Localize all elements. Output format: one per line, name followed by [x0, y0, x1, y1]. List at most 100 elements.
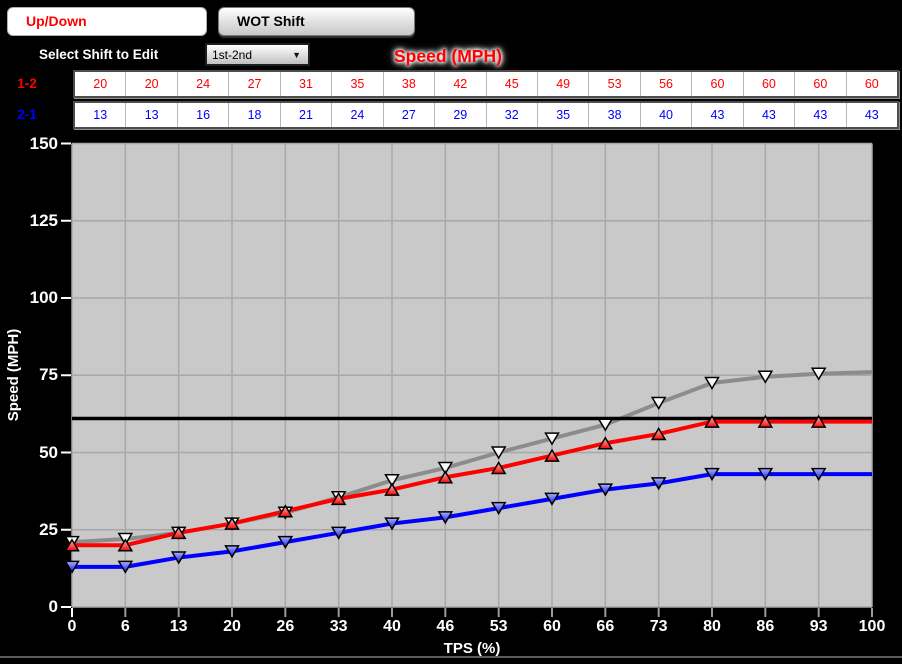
series-line-1-2 — [72, 419, 872, 548]
y-tick-label: 50 — [39, 442, 58, 462]
marker-triangle-down-2-1[interactable] — [810, 467, 827, 482]
marker-triangle-down-wot-trace[interactable] — [757, 370, 774, 384]
marker-triangle-down-wot-trace[interactable] — [490, 446, 507, 460]
marker-triangle-up-1-2[interactable] — [704, 414, 720, 428]
select-shift-label: Select Shift to Edit — [39, 47, 159, 62]
marker-triangle-up-1-2[interactable] — [277, 504, 294, 518]
table-cell[interactable]: 60 — [744, 72, 796, 96]
marker-triangle-up-1-2[interactable] — [330, 491, 347, 506]
table-cell[interactable]: 43 — [692, 103, 744, 127]
shift-table-row-1-2: 20 20 24 27 31 35 38 42 45 49 53 56 60 60 60 60 — [73, 70, 899, 98]
marker-triangle-down-wot-trace[interactable] — [384, 474, 400, 488]
table-cell[interactable]: 18 — [229, 103, 281, 127]
marker-triangle-down-2-1[interactable] — [64, 560, 80, 574]
marker-triangle-up-1-2[interactable] — [490, 460, 507, 475]
table-cell[interactable]: 29 — [435, 103, 487, 127]
marker-triangle-up-1-2[interactable] — [544, 448, 560, 462]
x-tick-label: 6 — [120, 618, 130, 635]
tab-updown[interactable]: Up/Down — [7, 7, 207, 36]
marker-triangle-down-wot-trace[interactable] — [597, 418, 614, 432]
marker-triangle-down-2-1[interactable] — [384, 517, 400, 531]
marker-triangle-up-1-2[interactable] — [597, 436, 614, 450]
marker-triangle-down-wot-trace[interactable] — [704, 376, 720, 390]
marker-triangle-down-2-1[interactable] — [117, 560, 134, 574]
table-cell[interactable]: 24 — [178, 72, 230, 96]
marker-triangle-down-2-1[interactable] — [757, 467, 774, 482]
table-cell[interactable]: 35 — [332, 72, 384, 96]
marker-triangle-up-1-2[interactable] — [224, 516, 240, 530]
chevron-down-icon: ▼ — [292, 49, 301, 60]
table-cell[interactable]: 20 — [75, 72, 127, 96]
x-tick-label: 93 — [809, 618, 828, 635]
series-line-2-1 — [72, 472, 872, 569]
table-cell[interactable]: 16 — [178, 103, 230, 127]
table-cell[interactable]: 13 — [126, 103, 178, 127]
marker-triangle-up-1-2[interactable] — [757, 414, 774, 428]
marker-triangle-down-2-1[interactable] — [170, 551, 187, 565]
y-tick-label: 0 — [48, 597, 58, 616]
x-tick-label: 46 — [436, 618, 455, 635]
table-cell[interactable]: 49 — [538, 72, 590, 96]
table-cell[interactable]: 42 — [435, 72, 487, 96]
shift-select-dropdown[interactable]: 1st-2nd ▼ — [205, 43, 310, 66]
marker-triangle-down-2-1[interactable] — [224, 545, 240, 559]
x-tick-label: 73 — [649, 618, 668, 635]
marker-triangle-up-1-2[interactable] — [810, 414, 827, 428]
marker-triangle-up-1-2[interactable] — [437, 470, 454, 484]
tab-wot-shift[interactable]: WOT Shift — [218, 7, 415, 36]
x-tick-label: 33 — [329, 618, 348, 635]
marker-triangle-down-2-1[interactable] — [650, 477, 667, 491]
table-cell[interactable]: 38 — [384, 72, 436, 96]
table-cell[interactable]: 20 — [126, 72, 178, 96]
y-tick-label: 25 — [39, 519, 58, 539]
marker-triangle-up-1-2[interactable] — [384, 482, 400, 496]
table-cell[interactable]: 43 — [864, 108, 879, 122]
x-tick-label: 86 — [756, 618, 775, 635]
marker-triangle-down-2-1[interactable] — [330, 526, 347, 540]
table-cell[interactable]: 32 — [487, 103, 538, 127]
shift-table-row-2-1: 13 13 16 18 21 24 27 29 32 35 38 40 43 43 43 43 — [73, 101, 899, 129]
table-cell[interactable]: 60 — [692, 72, 744, 96]
marker-triangle-up-1-2[interactable] — [117, 538, 134, 552]
marker-triangle-down-2-1[interactable] — [490, 501, 507, 516]
marker-triangle-up-1-2[interactable] — [650, 426, 667, 441]
marker-triangle-down-2-1[interactable] — [704, 467, 720, 482]
row-label-2-1: 2-1 — [17, 107, 37, 122]
shift-select-value: 1st-2nd — [212, 47, 253, 62]
table-cell[interactable]: 60 — [864, 77, 879, 91]
marker-triangle-up-1-2[interactable] — [170, 525, 187, 540]
x-tick-label: 53 — [489, 618, 508, 635]
marker-triangle-down-wot-trace[interactable] — [437, 461, 454, 475]
table-cell[interactable]: 27 — [384, 103, 436, 127]
table-cell[interactable]: 21 — [281, 103, 333, 127]
marker-triangle-down-2-1[interactable] — [277, 535, 294, 550]
marker-triangle-down-2-1[interactable] — [437, 511, 454, 525]
x-tick-label: 40 — [383, 618, 401, 635]
table-cell[interactable]: 31 — [281, 72, 333, 96]
table-cell[interactable]: 40 — [641, 103, 693, 127]
table-cell[interactable]: 45 — [487, 72, 538, 96]
table-cell[interactable]: 60 — [795, 72, 847, 96]
marker-triangle-down-2-1[interactable] — [544, 492, 560, 506]
marker-triangle-down-wot-trace[interactable] — [810, 367, 827, 381]
table-cell[interactable]: 56 — [641, 72, 693, 96]
y-tick-label: 150 — [29, 133, 58, 153]
x-tick-label: 0 — [67, 618, 77, 635]
table-cell[interactable]: 43 — [744, 103, 796, 127]
marker-triangle-down-wot-trace[interactable] — [544, 432, 560, 446]
marker-triangle-down-2-1[interactable] — [597, 483, 614, 497]
y-tick-label: 100 — [29, 288, 58, 307]
table-cell[interactable]: 38 — [589, 103, 641, 127]
y-tick-label: 125 — [29, 210, 58, 230]
table-cell[interactable]: 53 — [589, 72, 641, 96]
table-cell[interactable]: 24 — [332, 103, 384, 127]
table-cell[interactable]: 35 — [538, 103, 590, 127]
table-cell[interactable]: 13 — [75, 103, 127, 127]
marker-triangle-down-wot-trace[interactable] — [650, 396, 667, 411]
table-cell[interactable]: 27 — [229, 72, 281, 96]
x-tick-label: 66 — [596, 618, 615, 635]
marker-triangle-up-1-2[interactable] — [64, 538, 80, 552]
table-cell[interactable]: 43 — [795, 103, 847, 127]
x-axis-title: TPS (%) — [443, 640, 501, 657]
